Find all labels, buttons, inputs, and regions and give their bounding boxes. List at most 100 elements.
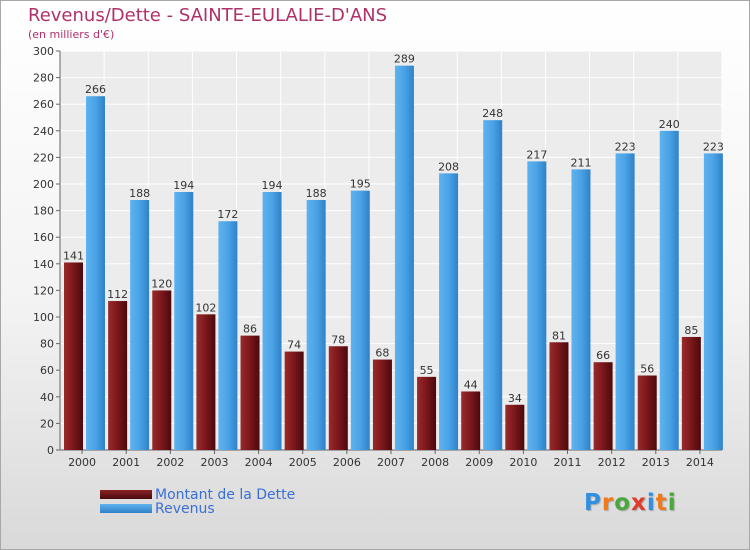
data-label-dette-2009: 44 (464, 378, 478, 391)
bar-revenus-2010 (527, 161, 547, 450)
data-label-revenus-2012: 223 (615, 140, 636, 153)
bar-revenus-2005 (306, 199, 326, 450)
bar-dette-2006 (328, 346, 348, 450)
bar-dette-2010 (505, 404, 525, 450)
y-tick-label: 160 (33, 231, 54, 244)
chart-subtitle: (en milliers d'€) (28, 28, 115, 41)
x-tick-label: 2013 (642, 456, 670, 469)
logo-letter: i (667, 490, 677, 516)
data-label-revenus-2002: 194 (173, 179, 194, 192)
data-label-revenus-2011: 211 (570, 156, 591, 169)
data-label-revenus-2003: 172 (217, 208, 238, 221)
bar-revenus-2009 (483, 120, 503, 450)
bar-revenus-2014 (703, 153, 723, 450)
bar-dette-2000 (64, 262, 83, 450)
x-tick-label: 2004 (245, 456, 273, 469)
y-tick-label: 100 (33, 311, 54, 324)
data-label-dette-2003: 102 (195, 301, 216, 314)
data-label-dette-2002: 120 (151, 277, 172, 290)
legend-label-dette: Montant de la Dette (155, 487, 296, 503)
bar-dette-2012 (593, 362, 613, 450)
data-label-revenus-2014: 223 (703, 140, 724, 153)
data-label-dette-2000: 141 (63, 249, 84, 262)
bar-dette-2003 (196, 314, 216, 450)
x-tick-label: 2006 (333, 456, 361, 469)
logo-letter: x (631, 490, 647, 516)
legend-swatch-dette (100, 490, 152, 499)
x-tick-label: 2011 (554, 456, 582, 469)
bar-dette-2011 (549, 342, 569, 450)
bars (64, 65, 723, 451)
x-tick-label: 2000 (68, 456, 96, 469)
data-label-dette-2001: 112 (107, 288, 128, 301)
logo-letter: P (584, 490, 602, 516)
data-label-dette-2005: 74 (287, 339, 301, 352)
y-tick-label: 200 (33, 178, 54, 191)
y-tick-label: 180 (33, 205, 54, 218)
bar-revenus-2013 (659, 130, 679, 451)
y-tick-label: 280 (33, 72, 54, 85)
legend-label-revenus: Revenus (155, 501, 215, 517)
x-tick-label: 2009 (465, 456, 493, 469)
tick-labels: 0 20 40 60 80 100 120 140 160 180 200 220 240 260 280 3… (33, 45, 714, 469)
data-label-dette-2012: 66 (596, 349, 610, 362)
y-tick-label: 80 (40, 338, 54, 351)
x-tick-label: 2005 (289, 456, 317, 469)
bar-dette-2014 (681, 336, 701, 450)
x-tick-label: 2007 (377, 456, 405, 469)
data-label-dette-2010: 34 (508, 392, 522, 405)
y-tick-label: 60 (40, 364, 54, 377)
y-tick-label: 140 (33, 258, 54, 271)
bar-dette-2001 (108, 301, 128, 450)
data-label-revenus-2010: 217 (526, 148, 547, 161)
bar-dette-2008 (417, 376, 437, 450)
logo-letter: i (646, 490, 656, 516)
data-label-revenus-2005: 188 (306, 187, 327, 200)
data-label-dette-2006: 78 (331, 333, 345, 346)
bar-revenus-2006 (350, 190, 370, 450)
data-label-revenus-2004: 194 (262, 179, 283, 192)
data-label-revenus-2008: 208 (438, 160, 459, 173)
bar-revenus-2011 (571, 169, 591, 450)
bar-dette-2013 (637, 375, 657, 450)
data-label-dette-2014: 85 (684, 324, 698, 337)
y-tick-label: 120 (33, 284, 54, 297)
chart-title: Revenus/Dette - SAINTE-EULALIE-D'ANS (28, 5, 388, 26)
bar-dette-2005 (284, 351, 304, 450)
y-tick-label: 40 (40, 391, 54, 404)
data-label-dette-2004: 86 (243, 323, 257, 336)
x-tick-label: 2012 (598, 456, 626, 469)
bar-dette-2009 (461, 391, 481, 450)
x-tick-label: 2010 (509, 456, 537, 469)
logo-letter: r (601, 490, 615, 516)
data-label-revenus-2006: 195 (350, 178, 371, 191)
bar-revenus-2008 (439, 173, 459, 451)
data-label-revenus-2013: 240 (659, 118, 680, 131)
logo-letter: t (655, 490, 668, 516)
x-tick-label: 2014 (686, 456, 714, 469)
proxiti-logo: Proxiti (584, 490, 677, 516)
y-tick-label: 220 (33, 151, 54, 164)
data-label-dette-2007: 68 (375, 347, 389, 360)
bar-revenus-2003 (218, 221, 238, 450)
bar-revenus-2002 (174, 191, 194, 451)
y-tick-label: 300 (33, 45, 54, 58)
data-label-revenus-2000: 266 (85, 83, 106, 96)
bar-dette-2002 (152, 290, 172, 450)
y-tick-label: 20 (40, 417, 54, 430)
bar-revenus-2012 (615, 153, 635, 450)
data-label-revenus-2009: 248 (482, 107, 503, 120)
legend-swatch-revenus (100, 504, 152, 513)
data-label-dette-2008: 55 (420, 364, 434, 377)
data-label-dette-2011: 81 (552, 329, 566, 342)
x-tick-label: 2003 (200, 456, 228, 469)
data-label-revenus-2001: 188 (129, 187, 150, 200)
y-tick-label: 240 (33, 125, 54, 138)
bar-dette-2007 (372, 359, 392, 450)
bar-revenus-2007 (394, 65, 414, 450)
bar-revenus-2000 (86, 96, 105, 450)
x-tick-label: 2002 (156, 456, 184, 469)
y-tick-label: 0 (47, 444, 54, 457)
x-tick-label: 2008 (421, 456, 449, 469)
